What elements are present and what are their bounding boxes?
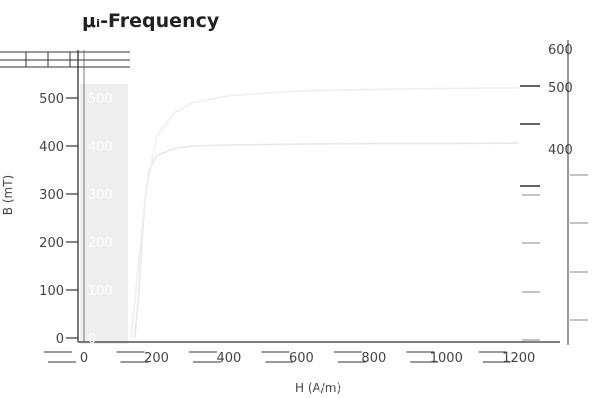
y-tick-label: 400 [39, 140, 64, 155]
y-axis-label: B (mT) [1, 175, 15, 215]
x-tick-label: 200 [144, 351, 169, 366]
x-tick-label: 600 [289, 351, 314, 366]
series-layer [130, 87, 519, 339]
y-tick-label: 300 [39, 188, 64, 203]
y-tick-label-ghost: 200 [88, 236, 113, 251]
series-line-2 [130, 87, 519, 339]
right-tick-label: 600 [548, 43, 573, 58]
chart-title: μᵢ-Frequency [82, 10, 220, 32]
right-tick-label: 500 [548, 81, 573, 96]
x-tick-label: 1200 [502, 351, 535, 366]
y-tick-label: 200 [39, 236, 64, 251]
y-tick-label: 0 [56, 332, 64, 347]
right-tick-label: 400 [548, 143, 573, 158]
plot-band [80, 84, 128, 344]
y-tick-label-ghost: 100 [88, 284, 113, 299]
residual-grid [0, 51, 130, 68]
y-tick-label-ghost: 400 [88, 140, 113, 155]
y-tick-label-ghost: 300 [88, 188, 113, 203]
y-tick-label: 500 [39, 92, 64, 107]
y-tick-label-ghost: 0 [88, 332, 96, 347]
y-tick-label: 100 [39, 284, 64, 299]
x-tick-label: 0 [80, 351, 88, 366]
x-axis-label: H (A/m) [295, 381, 341, 395]
x-tick-label: 1000 [430, 351, 463, 366]
x-axis-label-ghost: H (A/m) [318, 381, 364, 395]
series-line-1 [133, 142, 519, 339]
x-tick-label: 400 [217, 351, 242, 366]
y-tick-label-ghost: 500 [88, 92, 113, 107]
x-tick-label: 800 [361, 351, 386, 366]
